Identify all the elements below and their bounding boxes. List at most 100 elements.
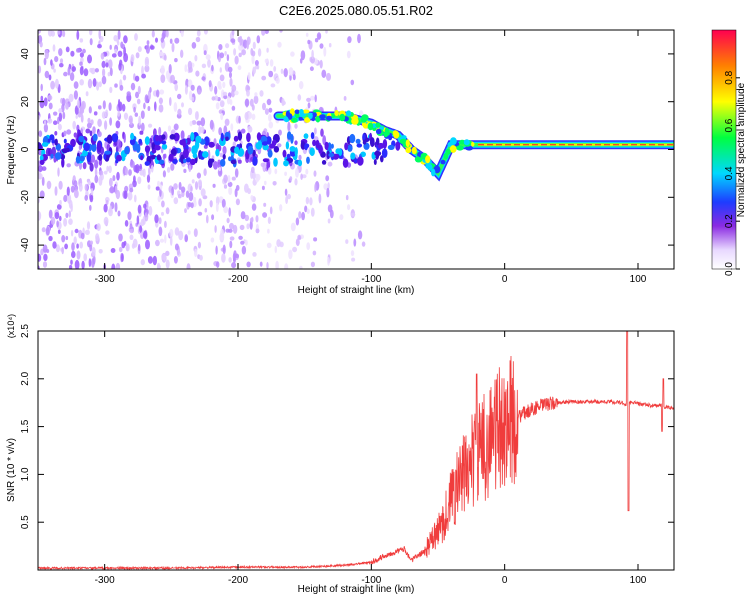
spectrogram-cell bbox=[215, 245, 218, 255]
spectrogram-cell bbox=[169, 134, 176, 140]
spectrogram-cell bbox=[79, 155, 85, 162]
spectrogram-cell bbox=[194, 248, 198, 258]
spectrogram-cell bbox=[319, 59, 323, 69]
spectrogram-cell bbox=[222, 145, 227, 155]
spectrogram-cell bbox=[174, 227, 180, 236]
spectrogram-cell bbox=[144, 145, 151, 153]
spectrogram-cell bbox=[160, 65, 165, 75]
spectrogram-cell bbox=[78, 135, 85, 143]
spectrogram-cell bbox=[47, 138, 51, 143]
spectrogram-cell bbox=[240, 211, 246, 220]
spectrogram-cell bbox=[283, 68, 288, 78]
spectrogram-cell bbox=[381, 148, 388, 158]
spectrogram-cell bbox=[136, 98, 141, 105]
spectrogram-cell bbox=[231, 84, 237, 92]
spectrogram-cell bbox=[151, 149, 157, 154]
spectrogram-cell bbox=[140, 122, 145, 132]
spectrogram-cell bbox=[89, 194, 94, 203]
spectrogram-cell bbox=[271, 139, 277, 146]
spectrogram-cell bbox=[212, 183, 216, 188]
spectrogram-cell bbox=[326, 187, 330, 198]
ridge-bead bbox=[304, 117, 311, 123]
spectrogram-cell bbox=[58, 48, 63, 57]
spectrogram-cell bbox=[142, 230, 148, 239]
spectrogram-cell bbox=[154, 214, 159, 224]
spectrogram-cell bbox=[306, 208, 310, 214]
spectrogram-cell bbox=[283, 160, 289, 167]
spectrogram-cell bbox=[230, 123, 234, 131]
spectrogram-cell bbox=[144, 56, 149, 64]
spectrogram-cell bbox=[174, 83, 178, 92]
spectrogram-cell bbox=[43, 97, 48, 107]
spectrogram-cell bbox=[88, 258, 92, 268]
spectrogram-cell bbox=[275, 260, 279, 269]
spectrogram-cell bbox=[377, 142, 385, 149]
spectrogram-cell bbox=[294, 140, 298, 146]
spectrogram-cell bbox=[112, 175, 116, 182]
spectrogram-cell bbox=[203, 144, 208, 149]
spectrogram-cell bbox=[300, 141, 306, 150]
spectrogram-cell bbox=[223, 206, 229, 214]
spectrogram-cell bbox=[187, 79, 193, 88]
spectrogram-cell bbox=[102, 68, 106, 77]
spectrogram-cell bbox=[191, 179, 195, 184]
ridge-bead bbox=[334, 110, 339, 116]
spectrogram-cell bbox=[84, 229, 90, 235]
spectrogram-cell bbox=[244, 98, 250, 107]
spectrogram-cell bbox=[320, 128, 324, 137]
spectrogram-cell bbox=[239, 224, 245, 231]
spectrogram-cell bbox=[251, 203, 257, 211]
spectrogram-cell bbox=[48, 235, 53, 242]
spectrogram-cell bbox=[92, 126, 96, 135]
spectrogram-cell bbox=[158, 217, 162, 225]
spectrogram-cell bbox=[310, 207, 315, 217]
spectrogram-cell bbox=[188, 164, 192, 173]
y-tick-label: 1.5 bbox=[20, 419, 31, 433]
x-tick-label: -300 bbox=[95, 575, 115, 586]
spectrogram-cell bbox=[55, 244, 61, 253]
spectrogram-cell bbox=[170, 148, 177, 155]
spectrogram-cell bbox=[309, 197, 313, 206]
spectrogram-cell bbox=[224, 118, 230, 127]
spectrogram-cell bbox=[138, 115, 142, 126]
spectrogram-cell bbox=[266, 262, 269, 269]
spectrogram-cell bbox=[350, 212, 356, 217]
spectrogram-cell bbox=[76, 99, 80, 109]
spectrogram-cell bbox=[117, 50, 123, 57]
spectrogram-cell bbox=[89, 240, 94, 245]
spectrogram-cell bbox=[226, 217, 230, 224]
spectrogram-cell bbox=[228, 187, 233, 195]
spectrogram-cell bbox=[249, 98, 254, 107]
spectrogram-cell bbox=[262, 102, 266, 111]
spectrogram-cell bbox=[58, 108, 63, 114]
spectrogram-cell bbox=[199, 126, 205, 134]
spectrogram-cell bbox=[43, 253, 48, 262]
spectrogram-cell bbox=[144, 136, 150, 146]
y-tick-label: 2.0 bbox=[20, 371, 31, 385]
spectrogram-cell bbox=[306, 97, 311, 102]
spectrogram-cell bbox=[198, 179, 202, 187]
spectrogram-cell bbox=[200, 117, 206, 127]
spectrogram-cell bbox=[74, 259, 80, 269]
spectrogram-cell bbox=[164, 220, 167, 228]
spectrogram-cell bbox=[339, 214, 344, 221]
spectrogram-cell bbox=[65, 147, 70, 153]
spectrogram-cell bbox=[290, 222, 296, 232]
spectrogram-cell bbox=[268, 121, 274, 129]
spectrogram-cell bbox=[159, 238, 165, 243]
spectrogram-cell bbox=[87, 78, 93, 89]
spectrogram-cell bbox=[327, 218, 331, 224]
colorbar-tick-label: 0.2 bbox=[724, 214, 735, 228]
spectrogram-cell bbox=[83, 253, 87, 262]
spectrogram-cell bbox=[267, 228, 270, 234]
spectrogram-cell bbox=[225, 136, 229, 141]
spectrogram-cell bbox=[318, 193, 322, 204]
spectrogram-cell bbox=[63, 71, 68, 77]
spectrogram-cell bbox=[43, 120, 47, 126]
spectrogram-cell bbox=[65, 102, 69, 110]
spectrogram-cell bbox=[254, 60, 259, 66]
spectrogram-cell bbox=[105, 230, 110, 235]
spectrogram-cell bbox=[103, 153, 107, 160]
spectrogram-cell bbox=[40, 83, 43, 92]
spectrogram-cell bbox=[213, 161, 218, 170]
